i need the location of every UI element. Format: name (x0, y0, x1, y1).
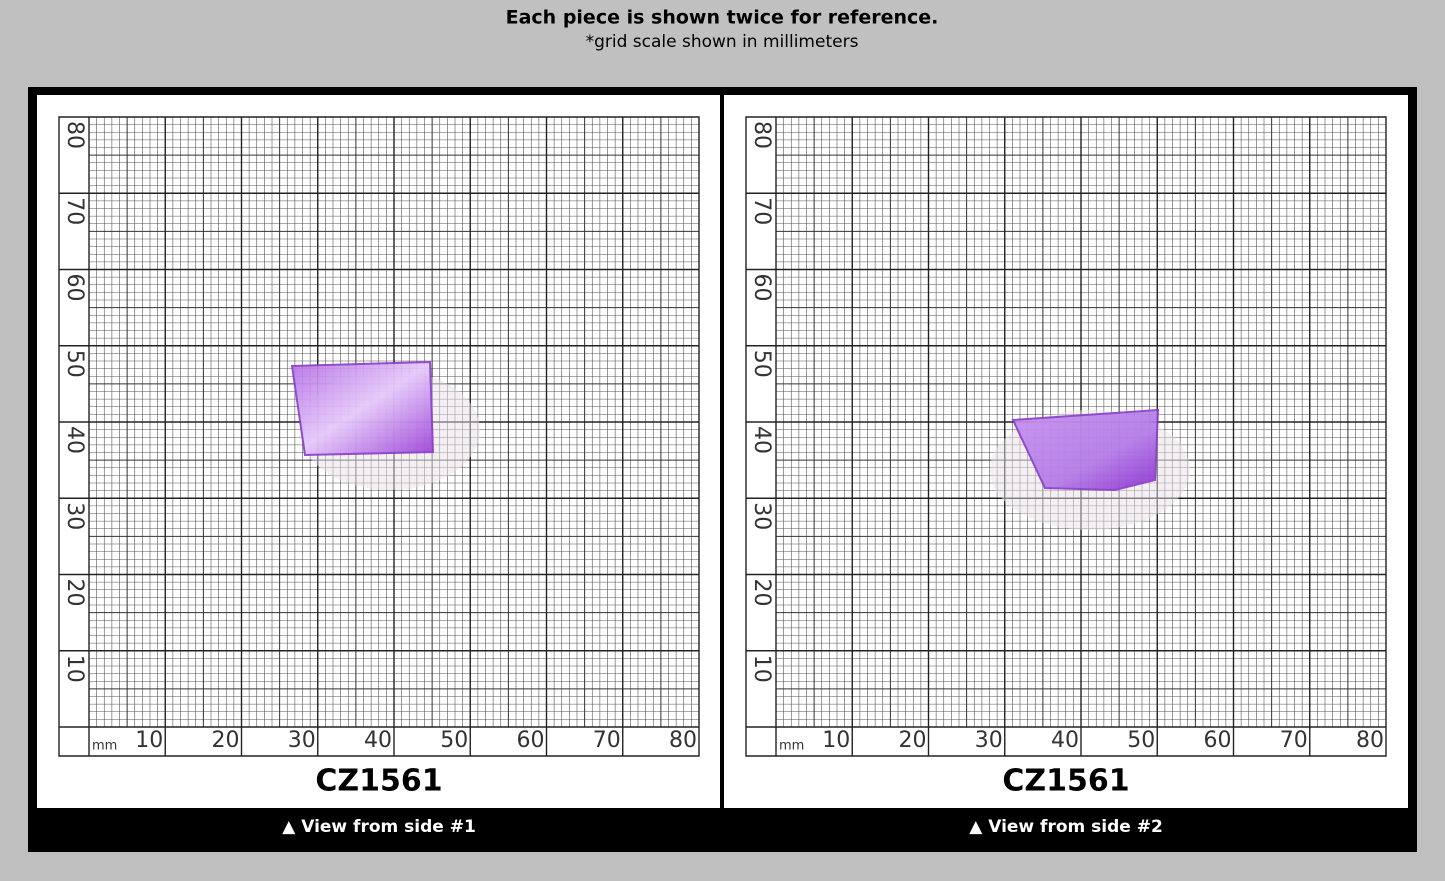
y-label: 70 (749, 197, 774, 225)
x-label: 10 (135, 728, 163, 753)
y-label: 80 (749, 121, 774, 149)
x-label: 10 (822, 728, 850, 753)
y-label: 40 (62, 426, 87, 454)
gem (290, 360, 480, 490)
y-label: 30 (749, 502, 774, 530)
piece-label: CZ1561 (315, 764, 442, 799)
caption: ▲ View from side #1 (282, 817, 476, 837)
x-label: 20 (899, 728, 927, 753)
y-label: 20 (749, 579, 774, 607)
y-label: 70 (62, 197, 87, 225)
y-label: 80 (62, 121, 87, 149)
y-label: 60 (749, 274, 774, 302)
caption: ▲ View from side #2 (969, 817, 1163, 837)
y-label: 30 (62, 502, 87, 530)
gem (990, 408, 1190, 530)
x-label: 30 (975, 728, 1003, 753)
unit-label: mm (779, 739, 804, 754)
title: Each piece is shown twice for reference. (506, 7, 939, 29)
x-label: 60 (517, 728, 545, 753)
y-label: 10 (749, 655, 774, 683)
x-label: 70 (1280, 728, 1308, 753)
unit-label: mm (92, 739, 117, 754)
y-label: 60 (62, 274, 87, 302)
x-label: 40 (364, 728, 392, 753)
x-label: 40 (1051, 728, 1079, 753)
piece-label: CZ1561 (1002, 764, 1129, 799)
x-label: 50 (1127, 728, 1155, 753)
y-label: 10 (62, 655, 87, 683)
x-label: 70 (593, 728, 621, 753)
y-label: 50 (749, 350, 774, 378)
x-label: 80 (669, 728, 697, 753)
x-label: 20 (212, 728, 240, 753)
x-label: 30 (288, 728, 316, 753)
x-label: 80 (1356, 728, 1384, 753)
x-label: 60 (1204, 728, 1232, 753)
y-label: 50 (62, 350, 87, 378)
subtitle: *grid scale shown in millimeters (586, 32, 859, 52)
y-label: 20 (62, 579, 87, 607)
y-label: 40 (749, 426, 774, 454)
x-label: 50 (440, 728, 468, 753)
